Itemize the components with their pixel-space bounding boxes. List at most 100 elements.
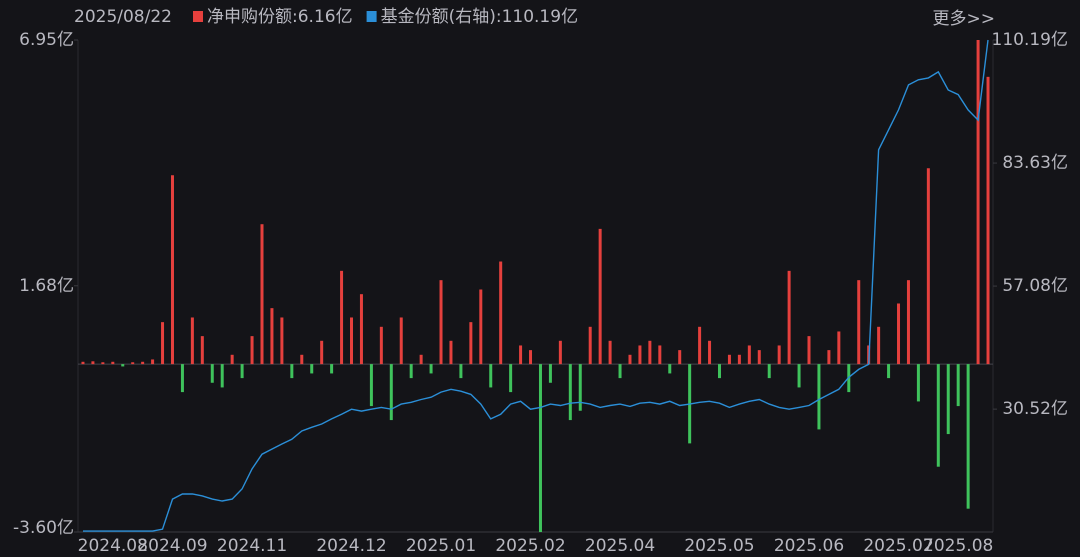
bar (956, 364, 960, 407)
x-tick-label: 2025.07 (863, 536, 933, 556)
bar (141, 361, 145, 365)
bar (131, 362, 135, 365)
bar (906, 280, 910, 365)
bar (877, 326, 881, 365)
bar (797, 364, 801, 388)
bar (708, 340, 712, 365)
bar (369, 364, 373, 407)
bar (399, 317, 403, 365)
bar (817, 364, 821, 430)
legend-swatch (366, 11, 377, 22)
bar (538, 364, 542, 532)
y-tick-label: -3.60亿 (13, 518, 74, 538)
x-tick-label: 2025.06 (774, 536, 844, 556)
bar (429, 364, 433, 374)
bar (151, 359, 155, 365)
bar (111, 361, 115, 365)
y-tick-label: 6.95亿 (19, 30, 74, 50)
bar (121, 364, 125, 367)
bar (986, 76, 990, 365)
x-tick-label: 2025.05 (684, 536, 754, 556)
bar (857, 280, 861, 365)
bar (727, 354, 731, 365)
bar (479, 289, 483, 365)
bar (91, 361, 95, 365)
date-label: 2025/08/22 (74, 7, 172, 27)
bar (618, 364, 622, 379)
bar (827, 350, 831, 365)
bar (717, 364, 721, 379)
bar (379, 326, 383, 365)
bar (190, 317, 194, 365)
bar (340, 270, 344, 365)
bar (270, 308, 274, 365)
bar (200, 336, 204, 365)
bar (330, 364, 334, 374)
bar (946, 364, 950, 435)
bar (250, 336, 254, 365)
x-tick-label: 2025.04 (585, 536, 655, 556)
bar (310, 364, 314, 374)
more-link[interactable]: 更多>> (933, 9, 996, 29)
x-tick-label: 2024.08 (78, 536, 148, 556)
bar (101, 362, 105, 365)
x-tick-label: 2024.09 (137, 536, 207, 556)
bar (598, 228, 602, 365)
y-tick-label: 1.68亿 (19, 276, 74, 296)
x-tick-label: 2024.12 (316, 536, 386, 556)
bar (568, 364, 572, 421)
bar (489, 364, 493, 388)
bar (290, 364, 294, 379)
bar (578, 364, 582, 411)
bar (976, 40, 980, 365)
bar (608, 340, 612, 365)
bar (459, 364, 463, 379)
bar (897, 303, 901, 365)
legend-swatch (193, 11, 203, 22)
bar (698, 326, 702, 365)
bar (300, 354, 304, 365)
bar (777, 345, 781, 365)
y2-tick-label: 110.19亿 (992, 30, 1068, 50)
bar (409, 364, 413, 379)
bar (499, 261, 503, 365)
bar (419, 354, 423, 365)
legend-label: 基金份额(右轴):110.19亿 (381, 7, 578, 27)
bar (389, 364, 393, 421)
bar (81, 361, 85, 365)
bar (449, 340, 453, 365)
bar (230, 354, 234, 365)
bar (509, 364, 513, 393)
y2-tick-label: 57.08亿 (1002, 276, 1068, 296)
bar (787, 270, 791, 365)
bar (767, 364, 771, 379)
bar (529, 350, 533, 365)
bar (469, 322, 473, 365)
bar (439, 280, 443, 365)
bar (926, 168, 930, 365)
legend-label: 净申购份额:6.16亿 (207, 7, 353, 27)
bar (837, 331, 841, 365)
y2-tick-label: 83.63亿 (1002, 153, 1068, 173)
bar (519, 345, 523, 365)
bar (210, 364, 214, 383)
bar (350, 317, 354, 365)
bar (260, 224, 264, 365)
bar (220, 364, 224, 388)
x-tick-label: 2025.08 (923, 536, 993, 556)
bar (737, 354, 741, 365)
line (83, 39, 989, 532)
bar (658, 345, 662, 365)
bar (170, 175, 174, 365)
x-tick-label: 2025.01 (406, 536, 476, 556)
bar (668, 364, 672, 374)
bar (320, 340, 324, 365)
bar (161, 322, 165, 365)
bar (558, 340, 562, 365)
bar (588, 326, 592, 365)
bar (240, 364, 244, 379)
x-tick-label: 2025.02 (495, 536, 565, 556)
bar (916, 364, 920, 402)
